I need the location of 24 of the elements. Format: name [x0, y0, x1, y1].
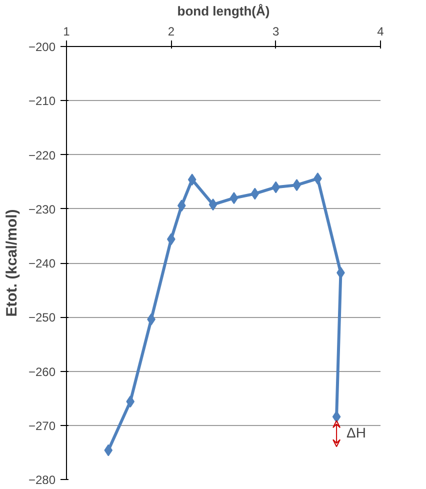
- point: [250, 188, 260, 200]
- x-tick-label: 4: [377, 24, 384, 38]
- point: [104, 444, 113, 456]
- x-tick-label: 3: [272, 24, 280, 38]
- point: [126, 396, 135, 408]
- point: [208, 198, 218, 211]
- point: [188, 174, 196, 186]
- y-tick-label: −200: [28, 40, 56, 54]
- annotation: ΔH: [346, 424, 366, 441]
- x-tick-label: 2: [168, 24, 175, 38]
- y-tick-label: −270: [28, 418, 56, 433]
- y-tick-label: −250: [28, 310, 56, 325]
- y-tick-label: −240: [28, 256, 56, 270]
- point: [230, 192, 238, 204]
- x-tick-label: 1: [63, 24, 70, 38]
- y-tick-label: −260: [28, 364, 56, 379]
- y-axis-title: Etot. (kcal/mol): [3, 209, 20, 317]
- y-tick-label: −210: [28, 94, 56, 108]
- point: [177, 200, 186, 212]
- x-axis-title: bond length(Å): [177, 4, 270, 18]
- y-tick-label: −230: [28, 202, 56, 216]
- y-tick-label: −280: [28, 473, 56, 487]
- y-tick-label: −220: [28, 148, 56, 162]
- point: [332, 410, 341, 423]
